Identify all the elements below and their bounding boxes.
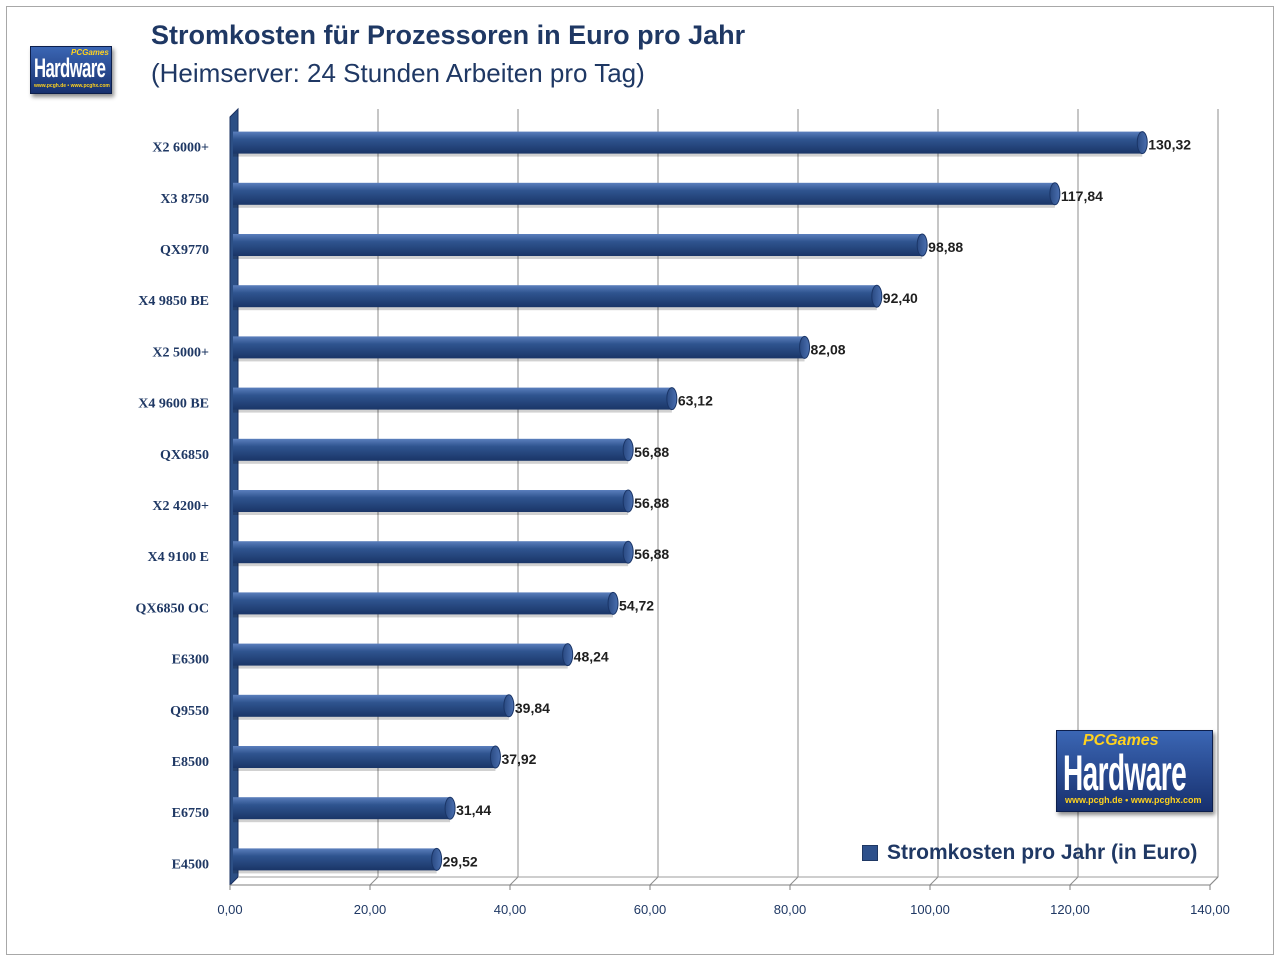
category-label: E6750 bbox=[172, 806, 209, 821]
bar-layer bbox=[233, 131, 1148, 874]
bar-end-cap bbox=[1049, 182, 1061, 206]
bar bbox=[233, 541, 629, 564]
data-label: 56,88 bbox=[634, 495, 669, 511]
category-label: E4500 bbox=[172, 857, 209, 872]
data-label: 37,92 bbox=[501, 751, 536, 767]
data-label: 56,88 bbox=[634, 444, 669, 460]
bar bbox=[233, 438, 629, 461]
category-label: QX9770 bbox=[160, 243, 209, 258]
bar-end-cap bbox=[431, 847, 443, 871]
floor-gridline bbox=[789, 876, 799, 886]
bar-end-cap bbox=[489, 745, 501, 769]
data-label: 63,12 bbox=[678, 393, 713, 409]
category-label: X2 5000+ bbox=[152, 345, 209, 360]
bar-end-cap bbox=[1136, 131, 1148, 155]
bar-end-cap bbox=[562, 643, 574, 667]
bar bbox=[233, 336, 805, 359]
category-label: QX6850 OC bbox=[136, 601, 210, 616]
bar-end-cap bbox=[622, 540, 634, 564]
floor-gridline bbox=[509, 876, 519, 886]
data-label: 54,72 bbox=[619, 597, 654, 613]
category-label: X4 9850 BE bbox=[138, 294, 209, 309]
data-label: 92,40 bbox=[883, 290, 918, 306]
bar-end-cap bbox=[799, 335, 811, 359]
bar bbox=[233, 848, 437, 871]
data-label: 48,24 bbox=[574, 649, 609, 665]
label-layer: 0,00 20,00 40,00 60,00 80,00 100,00 120,00 140,… bbox=[136, 137, 1230, 917]
floor-right-edge bbox=[1209, 876, 1219, 886]
data-label: 29,52 bbox=[443, 853, 478, 869]
x-tick-label: 140,00 bbox=[1190, 902, 1230, 917]
x-tick-label: 120,00 bbox=[1050, 902, 1090, 917]
x-tick-label: 80,00 bbox=[774, 902, 807, 917]
data-label: 82,08 bbox=[811, 341, 846, 357]
data-label: 39,84 bbox=[515, 700, 550, 716]
bar-end-cap bbox=[607, 591, 619, 615]
bar bbox=[233, 643, 568, 666]
category-label: E8500 bbox=[172, 755, 209, 770]
chart-subtitle: (Heimserver: 24 Stunden Arbeiten pro Tag… bbox=[151, 58, 645, 88]
logo-small-url: www.pcgh.de • www.pcghx.com bbox=[34, 83, 110, 89]
bar-end-cap bbox=[666, 387, 678, 411]
category-label: X3 8750 bbox=[160, 192, 209, 207]
logo-large-url: www.pcgh.de • www.pcghx.com bbox=[1065, 795, 1202, 805]
bar bbox=[233, 234, 923, 256]
x-tick-label: 60,00 bbox=[634, 902, 667, 917]
data-label: 98,88 bbox=[928, 239, 963, 255]
legend-label: Stromkosten pro Jahr (in Euro) bbox=[887, 841, 1198, 864]
category-label: X4 9600 BE bbox=[138, 397, 209, 412]
bar bbox=[233, 797, 451, 820]
data-label: 130,32 bbox=[1148, 137, 1191, 153]
bar-end-cap bbox=[916, 233, 928, 257]
bar bbox=[233, 592, 614, 615]
chart-legend: Stromkosten pro Jahr (in Euro) bbox=[862, 841, 1197, 865]
logo-small-brand-top: PCGames bbox=[71, 48, 109, 57]
bar bbox=[233, 387, 672, 410]
bar-end-cap bbox=[871, 284, 883, 308]
x-tick-label: 100,00 bbox=[910, 902, 950, 917]
floor-gridline bbox=[1069, 876, 1079, 886]
chart-title: Stromkosten für Prozessoren in Euro pro … bbox=[151, 20, 746, 50]
bar bbox=[233, 182, 1055, 205]
category-label: QX6850 bbox=[160, 448, 209, 463]
pcgh-logo-small: PCGames Hardware www.pcgh.de • www.pcghx… bbox=[30, 46, 112, 94]
x-tick-label: 0,00 bbox=[217, 902, 242, 917]
bar-end-cap bbox=[503, 694, 515, 718]
floor-gridline bbox=[649, 876, 659, 886]
category-label: X2 6000+ bbox=[152, 141, 209, 156]
pcgh-logo-large: PCGames Hardware www.pcgh.de • www.pcghx… bbox=[1056, 730, 1213, 812]
logo-small-brand: Hardware bbox=[34, 53, 106, 83]
bar-end-cap bbox=[444, 796, 456, 820]
bar bbox=[233, 131, 1143, 154]
bar bbox=[233, 285, 877, 308]
floor-gridline bbox=[369, 876, 379, 886]
data-label: 56,88 bbox=[634, 546, 669, 562]
category-label: E6300 bbox=[172, 653, 209, 668]
bar-end-cap bbox=[622, 489, 634, 513]
x-tick-label: 20,00 bbox=[354, 902, 387, 917]
bar bbox=[233, 746, 496, 768]
category-label: Q9550 bbox=[170, 704, 209, 719]
data-label: 31,44 bbox=[456, 802, 491, 818]
category-label: X2 4200+ bbox=[152, 499, 209, 514]
bar bbox=[233, 694, 509, 717]
bar bbox=[233, 490, 629, 512]
category-label: X4 9100 E bbox=[148, 550, 209, 565]
x-tick-label: 40,00 bbox=[494, 902, 527, 917]
bar-end-cap bbox=[622, 438, 634, 462]
logo-large-brand: Hardware bbox=[1063, 745, 1187, 801]
legend-swatch bbox=[862, 845, 878, 861]
data-label: 117,84 bbox=[1061, 188, 1103, 204]
logo-large-brand-top: PCGames bbox=[1083, 732, 1159, 749]
floor-gridline bbox=[929, 876, 939, 886]
